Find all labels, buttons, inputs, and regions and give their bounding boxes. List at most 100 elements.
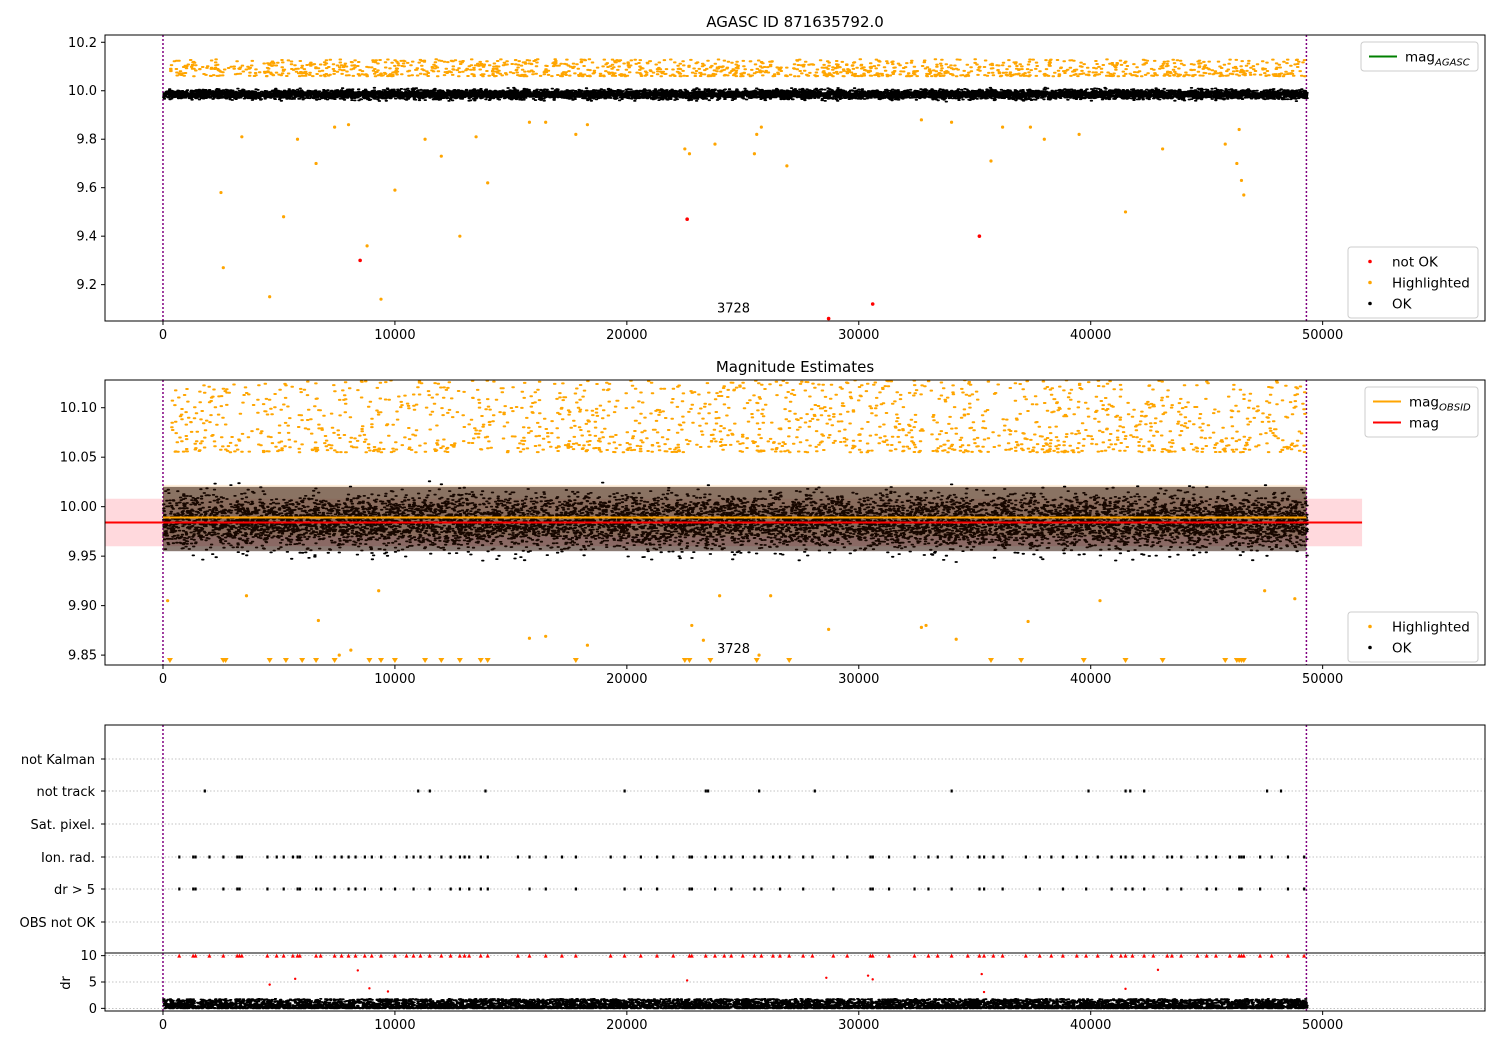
- magnitude-clipped-marker: [438, 658, 445, 663]
- ion-rad-mark: [236, 855, 239, 859]
- agasc-highlighted-point: [989, 159, 993, 163]
- dr-clipped-marker: [290, 953, 295, 958]
- dr-clipped-marker: [353, 953, 358, 958]
- flags-axes: not Kalman not track Sat. pixel. Ion. rad. d…: [20, 753, 105, 931]
- agasc-highlighted-point: [281, 215, 286, 219]
- agasc-highlighted-point: [221, 266, 225, 270]
- ion-rad-mark: [656, 855, 659, 859]
- dr-clipped-marker: [655, 953, 659, 958]
- magnitude-clipped-marker: [166, 658, 173, 663]
- dr-clipped-marker: [404, 953, 409, 958]
- ion-rad-mark: [871, 855, 874, 859]
- ion-rad-mark: [1270, 855, 1273, 859]
- dr-ok-points: [162, 998, 1309, 1010]
- agasc-not-ok-point: [685, 217, 689, 222]
- ion-rad-mark: [927, 855, 930, 859]
- magnitude-panel-title: Magnitude Estimates: [716, 358, 874, 376]
- agasc-highlighted-point: [713, 142, 717, 146]
- magnitude-clipped-marker: [422, 658, 429, 663]
- dr-clipped-marker: [573, 953, 578, 958]
- dr-gt5-mark: [428, 887, 431, 891]
- magnitude-highlighted-point: [337, 653, 341, 657]
- dr-clipped-marker: [689, 953, 694, 958]
- dr-clipped-marker: [1000, 953, 1005, 958]
- agasc-highlighted-point: [919, 118, 924, 122]
- dr-clipped-marker: [1151, 953, 1156, 958]
- dr-gt5-mark: [913, 887, 916, 891]
- magnitude-clipped-marker: [1159, 658, 1166, 663]
- ion-rad-mark: [347, 855, 350, 859]
- magnitude-ytick-label: 9.95: [68, 550, 97, 565]
- dr-gt5-mark: [1110, 887, 1113, 891]
- agasc-highlighted-point: [365, 244, 369, 248]
- not-track-mark: [623, 789, 626, 793]
- agasc-highlighted-point: [1028, 125, 1033, 129]
- magnitude-highlighted-point: [166, 599, 170, 603]
- dr-xtick-label: 30000: [838, 1018, 879, 1033]
- dr-clipped-marker: [845, 953, 850, 958]
- dr-gt5-mark: [760, 887, 763, 891]
- dr-clipped-marker: [759, 953, 764, 958]
- not-track-mark: [758, 789, 761, 793]
- magnitude-highlighted-point: [1293, 597, 1297, 601]
- dr-xtick-label: 40000: [1070, 1018, 1111, 1033]
- dr-gt5-mark: [266, 887, 269, 891]
- dr-clipped-marker: [1060, 953, 1065, 958]
- dr-clipped-marker: [1169, 953, 1174, 958]
- dr-gt5-mark: [1214, 887, 1218, 891]
- dr-clipped-marker: [478, 953, 483, 958]
- dr-gt5-mark: [656, 887, 659, 891]
- ion-rad-mark: [950, 855, 953, 859]
- agasc-ytick-label: 9.2: [76, 278, 97, 293]
- dr-not-ok-point: [866, 974, 870, 977]
- magnitude-xtick-label: 20000: [606, 672, 647, 687]
- ion-rad-mark: [479, 855, 482, 859]
- not-track-mark: [1129, 789, 1132, 793]
- dr-clipped-marker: [1165, 953, 1170, 958]
- magnitude-highlighted-point: [954, 637, 958, 641]
- ion-rad-mark: [544, 855, 547, 859]
- dr-gt5-mark: [1286, 887, 1290, 891]
- dr-gt5-mark: [282, 887, 285, 891]
- agasc-xtick-label: 20000: [606, 328, 647, 343]
- dr-gt5-mark: [238, 887, 241, 891]
- ion-rad-mark: [315, 855, 318, 859]
- magnitude-clipped-marker: [484, 658, 491, 663]
- dr-xtick-label: 0: [159, 1018, 167, 1033]
- magnitude-overlay-layer: 3728: [717, 642, 750, 657]
- ion-rad-mark: [1228, 855, 1232, 859]
- dr-gt5-mark: [1180, 887, 1183, 891]
- dr-clipped-marker: [314, 953, 319, 958]
- dr-clipped-marker: [418, 953, 423, 958]
- dr-ytick-label: 10: [80, 949, 97, 964]
- dr-clipped-marker: [926, 953, 931, 958]
- ion-rad-mark: [412, 855, 415, 859]
- magnitude-highlighted-point: [316, 618, 320, 623]
- dr-clipped-marker: [622, 953, 627, 958]
- ion-rad-mark: [449, 855, 452, 859]
- flag-row-label: dr > 5: [54, 883, 95, 898]
- flags-panel: not Kalman not track Sat. pixel. Ion. rad. d…: [20, 724, 1486, 954]
- dr-clipped-marker: [982, 953, 987, 958]
- agasc-ytick-label: 9.4: [76, 230, 97, 245]
- flag-row-label: Sat. pixel.: [31, 818, 95, 833]
- dr-clipped-marker: [949, 953, 954, 958]
- magnitude-clipped-marker: [1080, 658, 1087, 663]
- dr-not-ok-point: [1124, 987, 1127, 991]
- ion-rad-mark: [282, 855, 285, 859]
- dr-clipped-marker: [1285, 953, 1290, 958]
- agasc-ok-points: [162, 86, 1309, 103]
- dr-clipped-marker: [318, 953, 323, 958]
- magnitude-xtick-label: 0: [159, 672, 167, 687]
- agasc-not-ok-point: [870, 302, 875, 306]
- magnitude-clipped-marker: [313, 658, 320, 663]
- dr-clipped-marker: [265, 953, 270, 958]
- ion-rad-mark: [463, 855, 466, 859]
- flag-row-label: OBS not OK: [20, 916, 96, 931]
- agasc-not-ok-point: [826, 316, 831, 321]
- dr-clipped-marker: [427, 953, 432, 958]
- dr-clipped-marker: [1109, 953, 1114, 958]
- agasc-highlighted-point: [393, 188, 397, 192]
- dr-gt5-mark: [927, 887, 930, 891]
- ion-rad-mark: [393, 855, 397, 859]
